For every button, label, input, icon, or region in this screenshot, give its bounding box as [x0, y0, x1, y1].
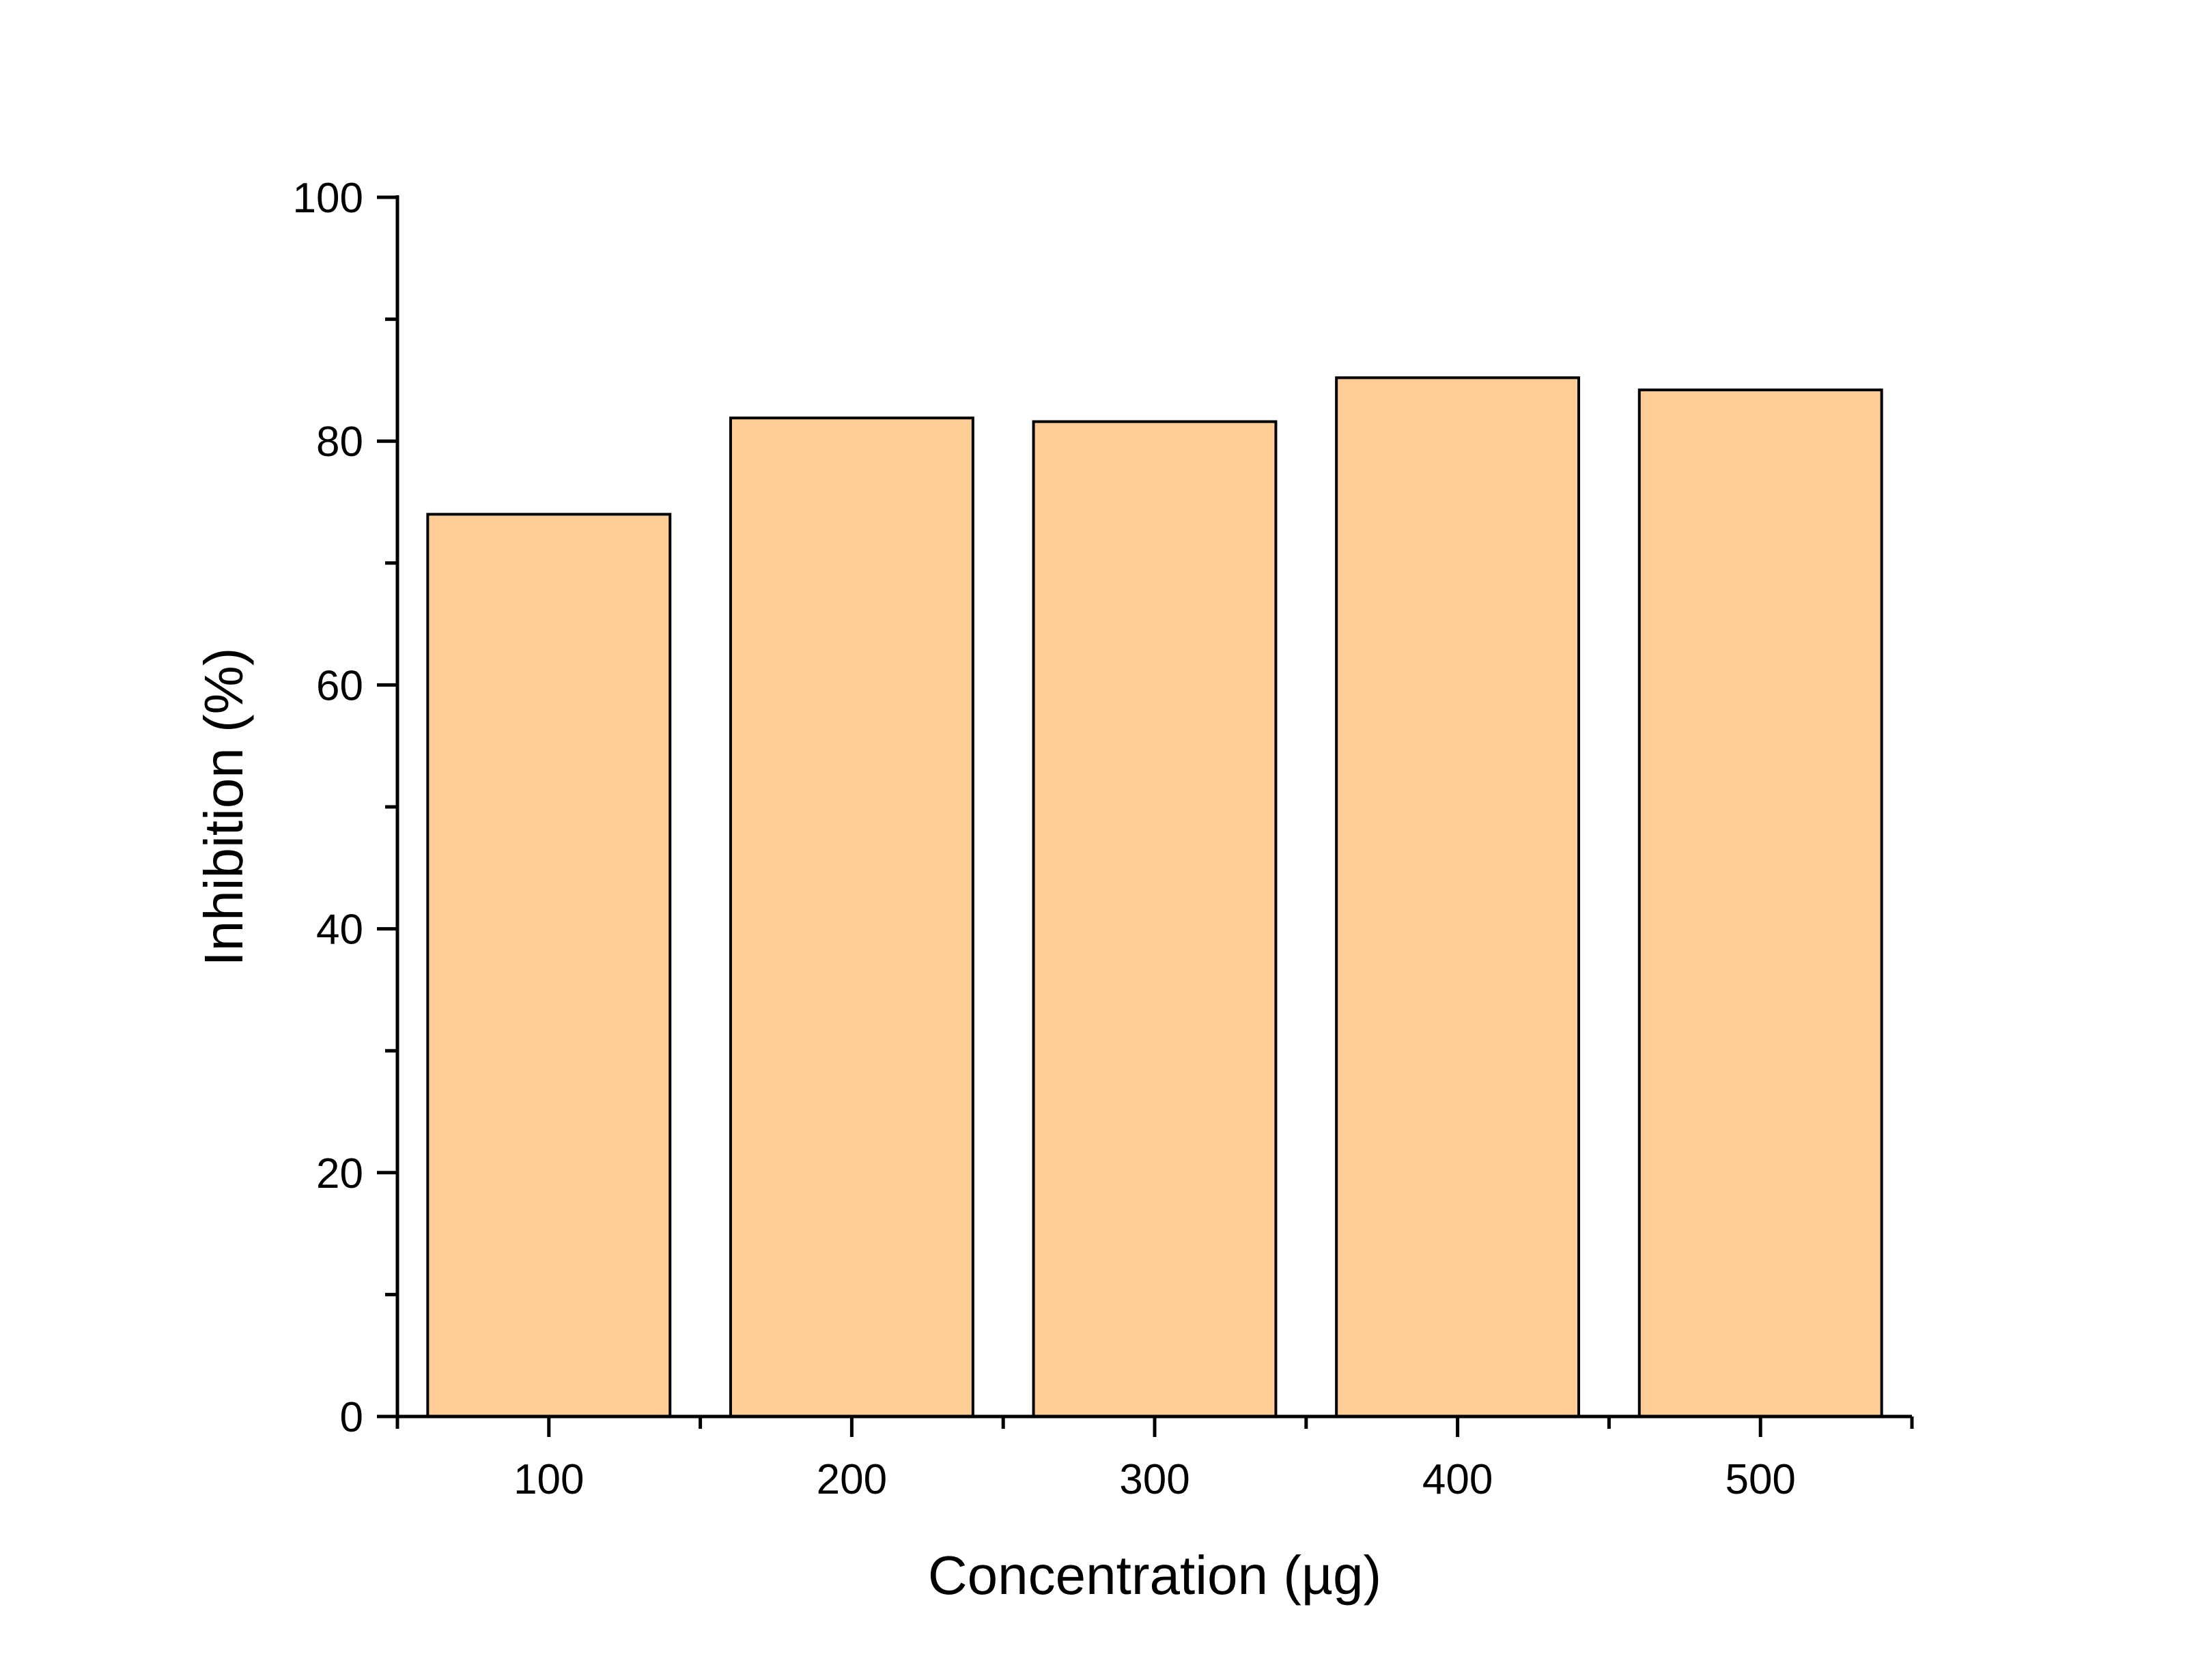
- y-tick-label: 0: [340, 1394, 363, 1441]
- x-tick-label: 300: [1119, 1456, 1190, 1503]
- x-tick-label: 400: [1422, 1456, 1493, 1503]
- y-tick-label: 40: [316, 907, 363, 954]
- x-axis-title: Concentration (µg): [928, 1545, 1381, 1606]
- bars: [426, 376, 1883, 1418]
- bar-300: [1032, 420, 1278, 1418]
- x-tick-label: 100: [513, 1456, 584, 1503]
- x-tick-label: 500: [1725, 1456, 1795, 1503]
- x-axis-ticks: 100 200 300 400 500: [395, 1416, 1914, 1503]
- y-axis-title: Inhibition (%): [193, 648, 254, 967]
- bar-100: [426, 513, 672, 1418]
- x-tick-label: 200: [817, 1456, 887, 1503]
- bar-200: [729, 416, 974, 1418]
- y-tick-label: 20: [316, 1150, 363, 1197]
- y-tick-label: 80: [316, 418, 363, 466]
- y-tick-label: 60: [316, 662, 363, 709]
- y-axis-ticks: 0 20 40 60 80 100: [293, 175, 397, 1441]
- bar-400: [1335, 376, 1581, 1418]
- y-tick-label: 100: [293, 175, 363, 222]
- bar-500: [1637, 388, 1883, 1418]
